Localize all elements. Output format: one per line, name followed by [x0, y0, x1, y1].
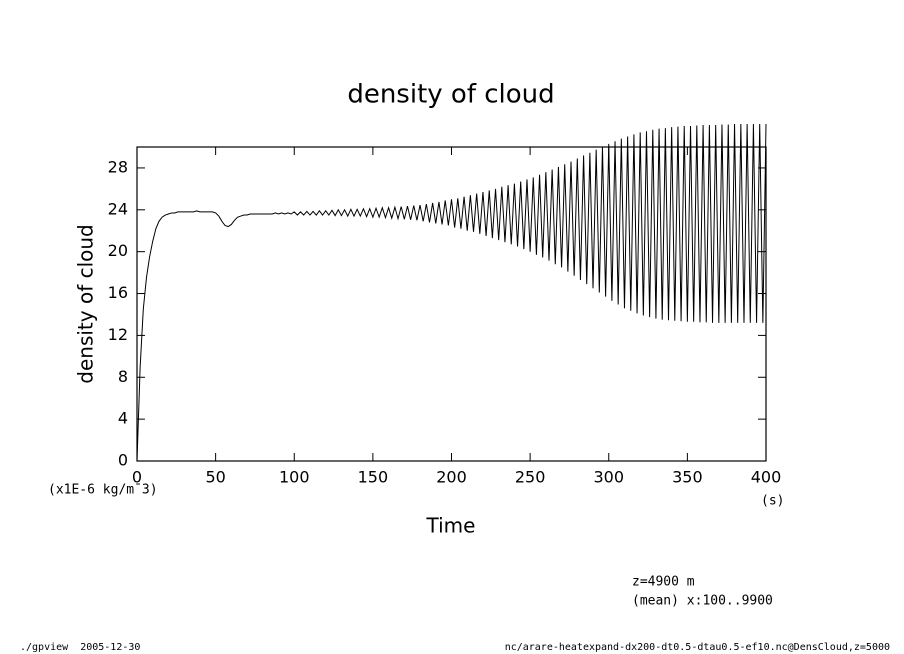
x-tick-label: 400 [751, 468, 782, 487]
y-tick-label: 4 [118, 409, 128, 428]
y-tick-label: 20 [108, 241, 128, 260]
y-tick-label: 28 [108, 157, 128, 176]
data-line [136, 123, 767, 462]
y-tick-label: 0 [118, 451, 128, 470]
chart-title: density of cloud [347, 80, 554, 110]
annotation: z=4900 m [632, 575, 695, 590]
x-tick-label: 150 [358, 468, 389, 487]
x-tick-label: 200 [436, 468, 467, 487]
y-unit: (x1E-6 kg/m¯3) [48, 483, 158, 498]
x-axis-label: Time [426, 514, 476, 538]
y-axis-label: density of cloud [74, 224, 98, 383]
footer-right: nc/arare-heatexpand-dx200-dt0.5-dtau0.5-… [505, 642, 890, 653]
y-tick-label: 16 [108, 283, 128, 302]
x-tick-label: 350 [672, 468, 703, 487]
x-unit: (s) [761, 494, 784, 509]
y-tick-label: 24 [108, 199, 128, 218]
x-tick-label: 100 [279, 468, 310, 487]
y-tick-label: 12 [108, 325, 128, 344]
y-tick-label: 8 [118, 367, 128, 386]
x-tick-label: 250 [515, 468, 546, 487]
footer-left: ./gpview 2005-12-30 [20, 642, 140, 653]
plot-frame [136, 146, 767, 462]
x-tick-label: 300 [593, 468, 624, 487]
x-tick-label: 0 [132, 468, 142, 487]
annotation: (mean) x:100..9900 [632, 594, 773, 609]
x-tick-label: 50 [205, 468, 225, 487]
